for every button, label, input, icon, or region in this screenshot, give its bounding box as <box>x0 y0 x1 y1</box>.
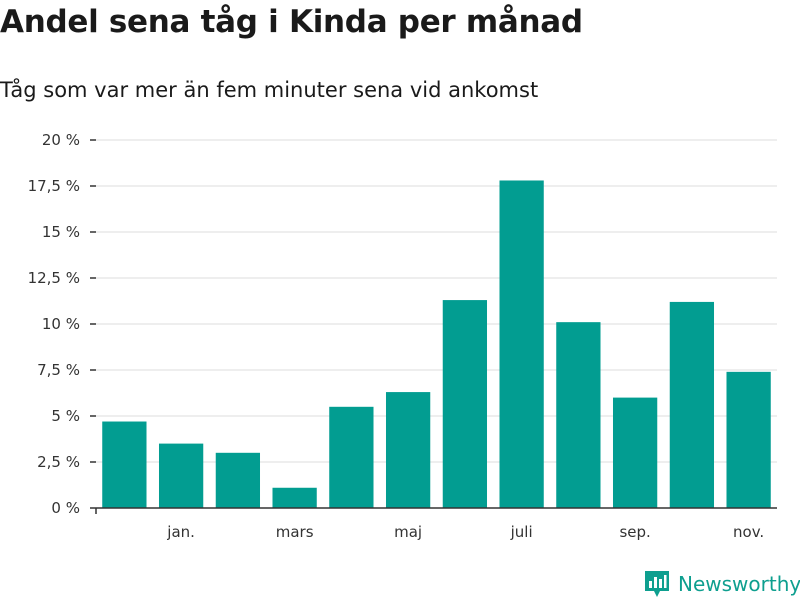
bar <box>612 397 658 508</box>
y-tick-label: 12,5 % <box>28 269 80 287</box>
bar <box>272 487 317 508</box>
brand-logo: Newsworthy <box>644 569 800 599</box>
x-tick-label: mars <box>276 523 314 541</box>
bar <box>669 301 715 508</box>
x-tick-label: jan. <box>166 523 195 541</box>
bar <box>215 452 261 508</box>
y-tick-label: 5 % <box>51 407 80 425</box>
brand-name: Newsworthy <box>678 572 800 596</box>
y-tick-label: 0 % <box>51 499 80 517</box>
y-tick-label: 2,5 % <box>37 453 80 471</box>
y-tick-label: 20 % <box>42 131 80 149</box>
y-tick-label: 15 % <box>42 223 80 241</box>
y-tick-label: 7,5 % <box>37 361 80 379</box>
bar <box>726 371 771 508</box>
bar <box>329 406 374 508</box>
bar <box>158 443 204 508</box>
bar <box>499 180 544 509</box>
chart-title: Andel sena tåg i Kinda per månad <box>0 4 583 40</box>
bar <box>385 392 431 508</box>
x-tick-label: maj <box>394 523 422 541</box>
x-tick-label: sep. <box>619 523 650 541</box>
newsworthy-logo-icon <box>645 571 669 597</box>
y-tick-label: 17,5 % <box>28 177 80 195</box>
bar <box>442 300 488 508</box>
bar <box>102 421 147 508</box>
y-tick-label: 10 % <box>42 315 80 333</box>
x-tick-label: juli <box>510 523 533 541</box>
x-tick-label: nov. <box>733 523 764 541</box>
chart-subtitle: Tåg som var mer än fem minuter sena vid … <box>0 78 539 102</box>
bar <box>556 322 601 508</box>
